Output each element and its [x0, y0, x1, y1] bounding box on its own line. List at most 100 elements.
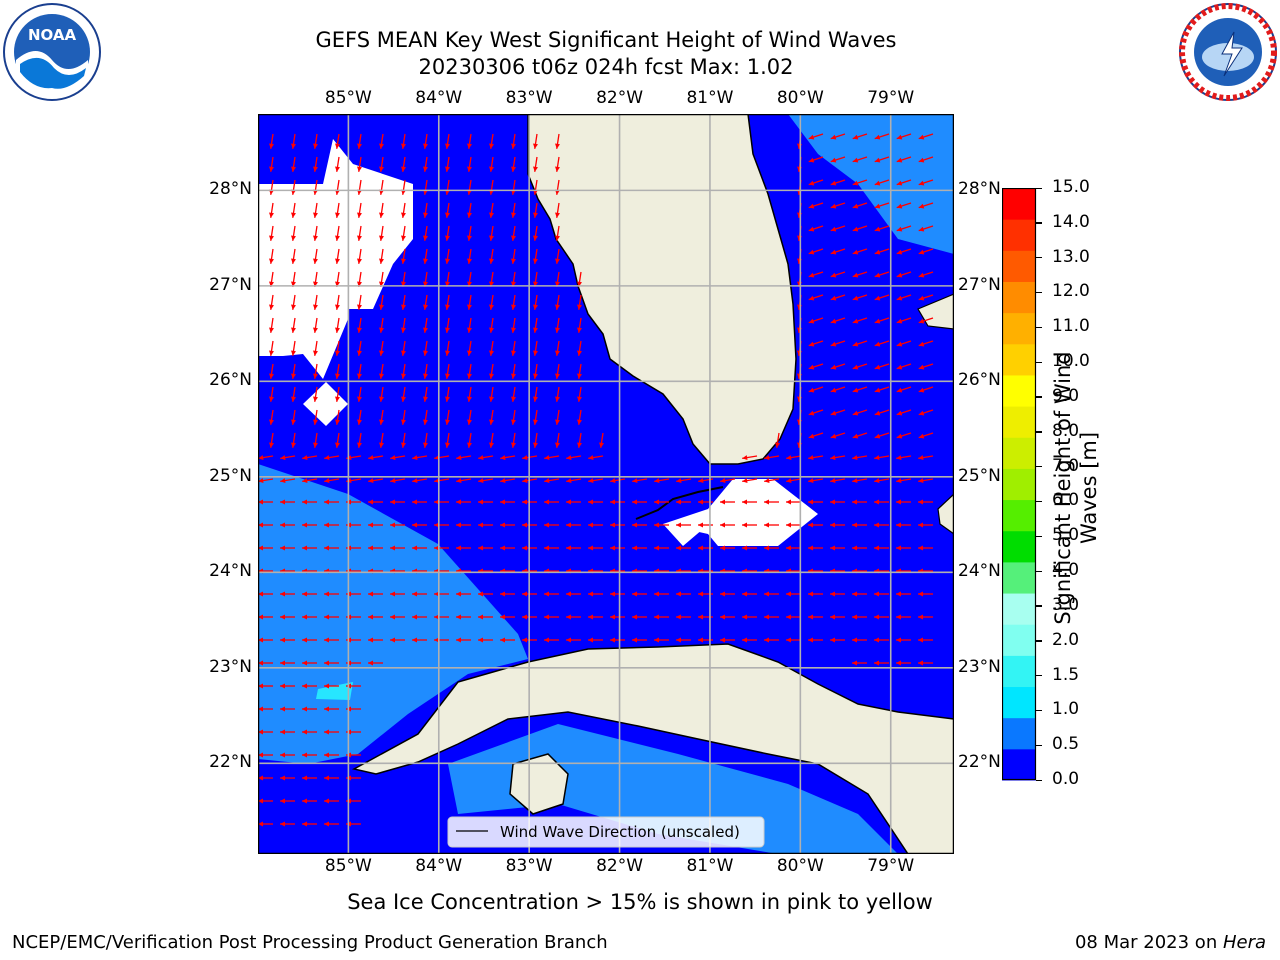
wave-direction-arrowhead: [467, 442, 472, 448]
wave-direction-arrowhead: [896, 203, 903, 209]
wave-direction-arrowhead: [830, 134, 837, 140]
florida-keys: [635, 486, 724, 520]
wave-direction-arrowhead: [533, 235, 538, 241]
wave-direction-arrowhead: [511, 212, 516, 218]
wave-direction-arrowhead: [489, 166, 494, 172]
wave-direction-arrowhead: [500, 591, 505, 597]
wave-direction-arrowhead: [786, 614, 791, 620]
wave-direction-arrowhead: [302, 478, 308, 484]
wave-direction-arrowhead: [467, 166, 472, 172]
wave-direction-arrowhead: [918, 387, 925, 393]
colorbar-tick-label: 11.0: [1052, 316, 1090, 337]
wave-direction-arrowhead: [544, 545, 549, 551]
wave-direction-arrowhead: [478, 499, 483, 505]
wave-direction-arrowhead: [324, 545, 329, 551]
wave-direction-arrowhead: [269, 373, 274, 379]
wave-direction-arrowhead: [852, 226, 859, 232]
noaa-logo-icon: NOAA: [3, 3, 101, 101]
wave-direction-arrowhead: [698, 499, 703, 505]
wave-direction-arrowhead: [258, 591, 263, 597]
wave-direction-arrowhead: [478, 614, 483, 620]
wave-direction-arrowhead: [654, 499, 659, 505]
wave-direction-arrowhead: [577, 396, 582, 402]
wave-direction-arrowhead: [896, 295, 903, 301]
wave-direction-arrowhead: [258, 545, 263, 551]
wave-direction-arrowhead: [511, 235, 516, 241]
wave-direction-arrowhead: [830, 522, 835, 528]
wave-direction-arrowhead: [522, 522, 527, 528]
colorbar-tick-mark: [1036, 326, 1042, 329]
wave-direction-arrowhead: [896, 318, 903, 324]
wave-direction-arrowhead: [808, 157, 815, 163]
andros-land: [937, 493, 954, 535]
wave-direction-arrowhead: [830, 203, 837, 209]
wave-direction-arrowhead: [610, 522, 615, 528]
wave-direction-arrowhead: [764, 455, 770, 461]
wave-direction-arrowhead: [379, 143, 384, 149]
wave-direction-arrowhead: [918, 591, 923, 597]
wave-direction-arrowhead: [423, 396, 428, 402]
wave-direction-arrowhead: [269, 442, 274, 448]
wave-direction-arrowhead: [874, 545, 879, 551]
wave-direction-arrowhead: [357, 419, 362, 425]
wave-direction-arrowhead: [401, 281, 406, 287]
wave-direction-arrowhead: [533, 350, 538, 356]
wave-direction-arrowhead: [808, 226, 815, 232]
wave-direction-arrowhead: [302, 798, 307, 804]
wave-direction-arrowhead: [335, 350, 340, 356]
wave-direction-arrowhead: [500, 522, 505, 528]
cuba-land: [351, 643, 954, 854]
lat-tick-label-right: 22°N: [958, 752, 1001, 773]
wave-direction-arrowhead: [368, 499, 373, 505]
wave-direction-arrowhead: [412, 637, 417, 643]
wave-direction-arrowhead: [654, 478, 660, 484]
wave-direction-arrowhead: [764, 478, 770, 484]
wave-direction-arrowhead: [357, 350, 362, 356]
colorbar-tick-label: 4.0: [1052, 560, 1080, 581]
wave-direction-arrowhead: [654, 591, 659, 597]
legend-label: Wind Wave Direction (unscaled): [500, 823, 740, 841]
wave-direction-arrowhead: [478, 591, 483, 597]
wave-direction-arrowhead: [918, 364, 925, 370]
wave-direction-arrowhead: [357, 212, 362, 218]
wave-direction-arrowhead: [588, 614, 593, 620]
wave-direction-arrowhead: [720, 591, 725, 597]
wave-direction-arrowhead: [313, 350, 318, 356]
wave-direction-arrowhead: [544, 637, 549, 643]
wave-direction-arrowhead: [533, 281, 538, 287]
wave-direction-arrowhead: [423, 350, 428, 356]
wave-direction-arrowhead: [555, 143, 560, 149]
wave-direction-arrowhead: [874, 455, 880, 461]
wave-direction-arrowhead: [874, 591, 879, 597]
wave-direction-arrowhead: [830, 433, 837, 439]
wave-direction-arrowhead: [577, 281, 582, 287]
wave-direction-arrowhead: [280, 522, 285, 528]
wave-direction-arrowhead: [467, 235, 472, 241]
wave-direction-arrowhead: [896, 614, 901, 620]
wave-direction-arrowhead: [269, 419, 274, 425]
wave-direction-arrowhead: [808, 180, 815, 186]
wave-direction-arrowhead: [412, 522, 417, 528]
wave-direction-arrowhead: [423, 304, 428, 310]
wave-direction-arrowhead: [423, 166, 428, 172]
colorbar-cell: [1002, 437, 1036, 469]
wave-direction-arrowhead: [258, 798, 263, 804]
wave-direction-arrowhead: [500, 545, 505, 551]
wave-direction-arrowhead: [522, 591, 527, 597]
colorbar-tick-mark: [1036, 640, 1042, 642]
wave-direction-arrowhead: [379, 235, 384, 241]
wave-direction-arrowhead: [896, 180, 903, 186]
wave-direction-arrowhead: [918, 295, 925, 301]
lon-tick-label-top: 85°W: [324, 88, 372, 108]
wave-direction-arrowhead: [379, 258, 384, 264]
wave-direction-arrowhead: [313, 235, 318, 241]
wave-direction-arrowhead: [291, 396, 296, 402]
chart-subtitle: 20230306 t06z 024h fcst Max: 1.02: [418, 55, 794, 79]
wave-direction-arrowhead: [280, 683, 285, 689]
colorbar-cell: [1002, 530, 1036, 563]
wave-direction-arrowhead: [434, 545, 439, 551]
wave-direction-arrowhead: [324, 499, 329, 505]
wave-direction-arrowhead: [610, 637, 615, 643]
wave-direction-arrowhead: [522, 545, 527, 551]
wave-direction-arrowhead: [522, 478, 528, 484]
